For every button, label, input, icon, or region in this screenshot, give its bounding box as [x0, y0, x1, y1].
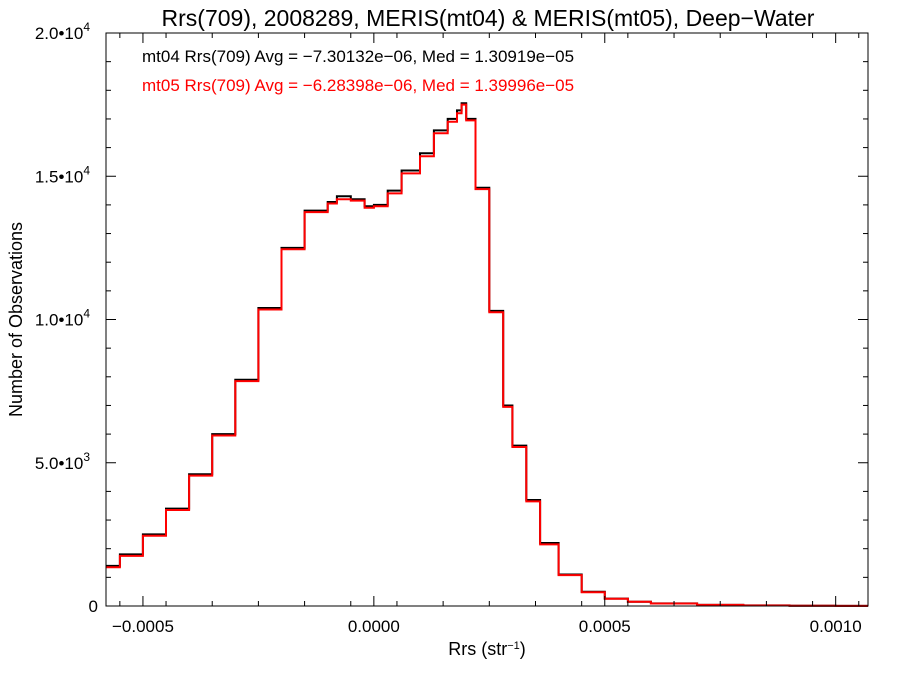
- y-tick-label-2: 1.0•104: [35, 307, 91, 330]
- plot-frame: [105, 32, 869, 607]
- y-axis-label: Number of Observations: [6, 222, 26, 417]
- series-line-1: [106, 103, 868, 607]
- chart-title: Rrs(709), 2008289, MERIS(mt04) & MERIS(m…: [162, 5, 815, 31]
- y-tick-label-1: 5.0•103: [35, 450, 91, 473]
- x-axis-label-base: Rrs (str: [448, 639, 507, 659]
- x-tick-label-1: 0.0000: [348, 617, 400, 636]
- annotation-1: mt05 Rrs(709) Avg = −6.28398e−06, Med = …: [142, 76, 574, 95]
- x-axis-label-end: ): [520, 639, 526, 659]
- x-axis-label: Rrs (str−1): [448, 639, 526, 659]
- series-line-0: [106, 102, 868, 607]
- annotation-group: mt04 Rrs(709) Avg = −7.30132e−06, Med = …: [142, 47, 574, 95]
- annotation-0: mt04 Rrs(709) Avg = −7.30132e−06, Med = …: [142, 47, 574, 66]
- x-tick-label-3: 0.0010: [810, 617, 862, 636]
- y-tick-label-0: 0: [89, 597, 98, 616]
- y-tick-label-3: 1.5•104: [35, 163, 91, 186]
- y-tick-label-4: 2.0•104: [35, 20, 91, 43]
- series-group: [106, 102, 868, 607]
- axes-group: −0.0005 0.0000 0.0005 0.0010 0 5.0•103 1.0•104…: [35, 20, 868, 636]
- x-axis-label-sup: −1: [507, 640, 520, 652]
- x-tick-label-2: 0.0005: [579, 617, 631, 636]
- x-tick-label-0: −0.0005: [112, 617, 174, 636]
